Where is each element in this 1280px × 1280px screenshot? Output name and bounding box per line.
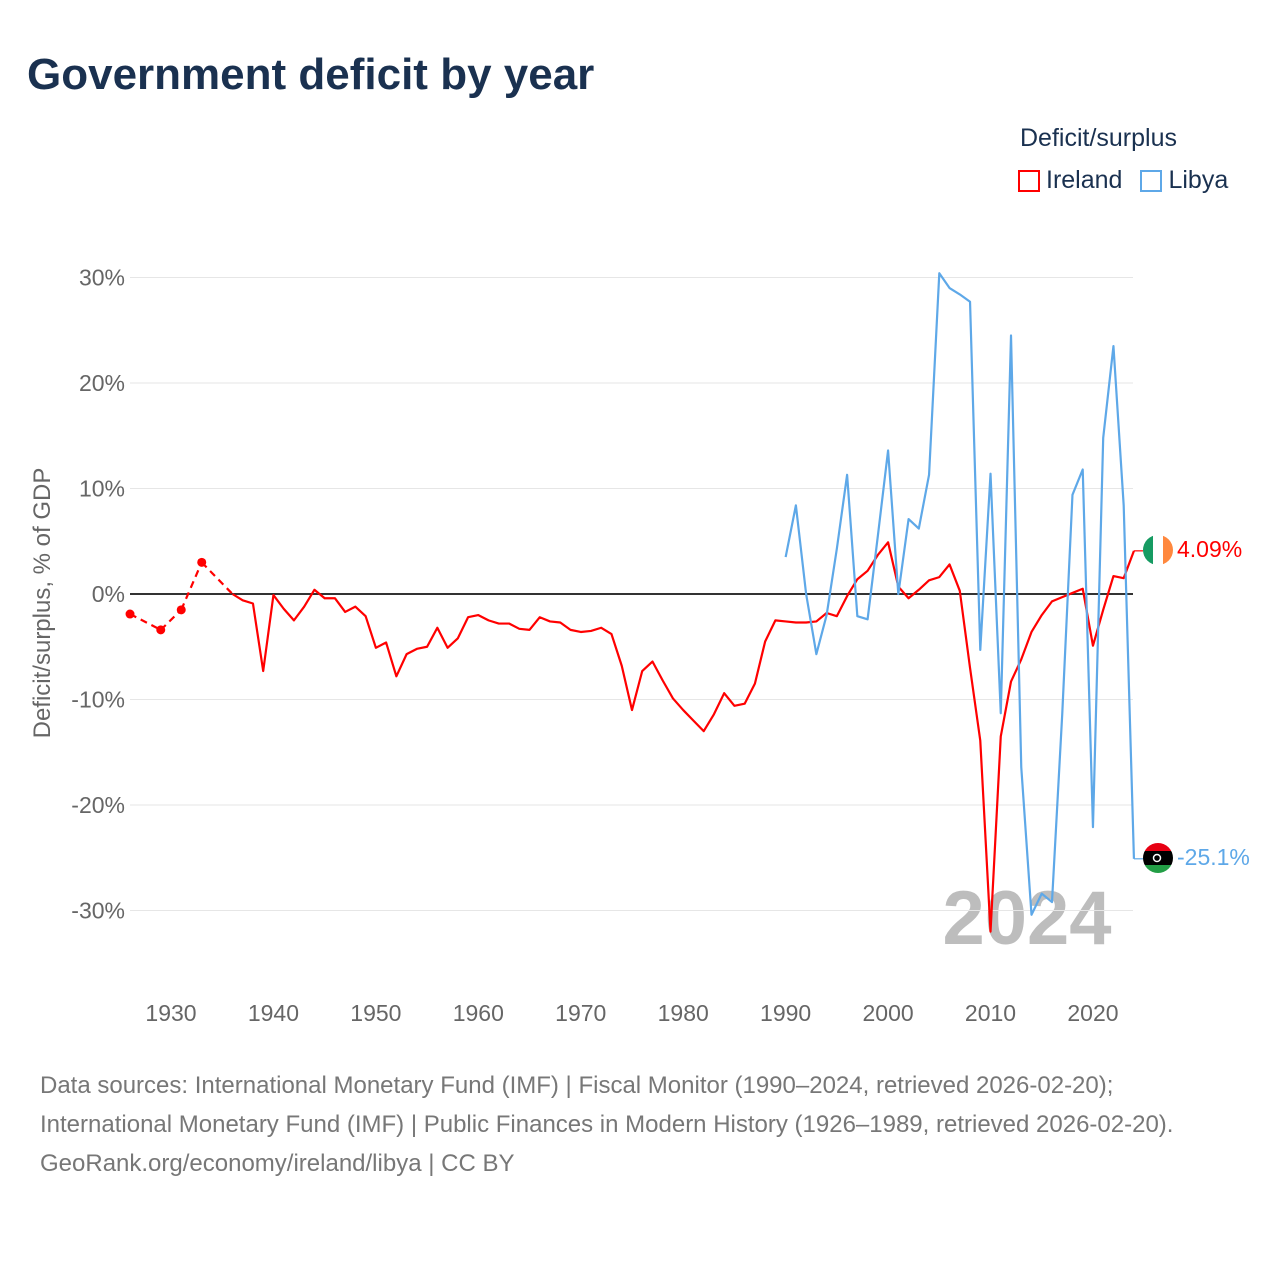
y-axis-label: Deficit/surplus, % of GDP	[29, 468, 56, 739]
legend-swatch-libya	[1140, 169, 1163, 192]
legend-label-ireland: Ireland	[1046, 166, 1123, 194]
x-tick-label: 1930	[145, 1000, 196, 1026]
y-tick-label: 10%	[79, 476, 125, 502]
x-tick-label: 1980	[658, 1000, 709, 1026]
x-tick-label: 1960	[453, 1000, 504, 1026]
source-note: Data sources: International Monetary Fun…	[40, 1066, 1240, 1183]
year-watermark: 2024	[942, 876, 1111, 961]
legend-label-libya: Libya	[1168, 166, 1229, 194]
x-tick-label: 1940	[248, 1000, 299, 1026]
ireland-gap-segment	[200, 561, 234, 595]
ireland-flag-icon	[1143, 535, 1173, 565]
source-text: Data sources: International Monetary Fun…	[40, 1072, 1174, 1138]
ireland-end-label: 4.09%	[1177, 536, 1242, 562]
ireland-gap-segment	[159, 609, 183, 631]
source-link[interactable]: GeoRank.org/economy/ireland/libya | CC B…	[40, 1150, 515, 1177]
x-tick-label: 1990	[760, 1000, 811, 1026]
x-tick-label: 1970	[555, 1000, 606, 1026]
x-tick-label: 1950	[350, 1000, 401, 1026]
y-tick-label: 0%	[92, 581, 125, 607]
ireland-gap-segment	[180, 561, 203, 611]
libya-end-label: -25.1%	[1177, 844, 1250, 870]
legend-item-libya[interactable]: Libya	[1140, 166, 1228, 195]
legend: Ireland Libya	[1018, 166, 1228, 195]
x-tick-label: 2010	[965, 1000, 1016, 1026]
y-tick-label: -20%	[71, 792, 125, 818]
y-tick-label: 30%	[79, 265, 125, 291]
legend-swatch-ireland	[1018, 169, 1040, 192]
legend-item-ireland[interactable]: Ireland	[1018, 166, 1122, 195]
ireland-line	[231, 541, 1135, 933]
chart-title: Government deficit by year	[27, 50, 595, 99]
x-tick-label: 2000	[862, 1000, 913, 1026]
libya-line	[784, 272, 1136, 916]
legend-title: Deficit/surplus	[1020, 124, 1177, 152]
ireland-gap-segment	[129, 613, 162, 631]
y-tick-label: -30%	[71, 898, 125, 924]
x-tick-label: 2020	[1067, 1000, 1118, 1026]
libya-flag-icon	[1143, 843, 1173, 873]
y-tick-label: -10%	[71, 687, 125, 713]
y-tick-label: 20%	[79, 370, 125, 396]
